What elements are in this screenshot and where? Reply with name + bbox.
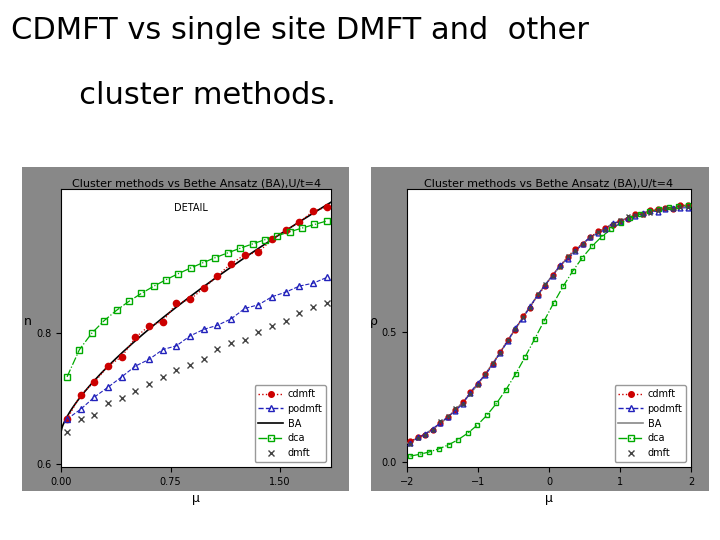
Y-axis label: ρ: ρ [369, 315, 377, 328]
X-axis label: μ: μ [192, 492, 200, 505]
Title: Cluster methods vs Bethe Ansatz (BA),U/t=4: Cluster methods vs Bethe Ansatz (BA),U/t… [71, 178, 321, 188]
Legend: cdmft, podmft, BA, dca, dmft: cdmft, podmft, BA, dca, dmft [254, 385, 326, 462]
Text: cluster methods.: cluster methods. [11, 81, 336, 110]
Y-axis label: n: n [24, 315, 32, 328]
Title: Cluster methods vs Bethe Ansatz (BA),U/t=4: Cluster methods vs Bethe Ansatz (BA),U/t… [424, 178, 674, 188]
Text: CDMFT vs single site DMFT and  other: CDMFT vs single site DMFT and other [11, 16, 589, 45]
Text: DETAIL: DETAIL [174, 203, 208, 213]
X-axis label: μ: μ [545, 492, 553, 505]
Legend: cdmft, podmft, BA, dca, dmft: cdmft, podmft, BA, dca, dmft [614, 385, 686, 462]
